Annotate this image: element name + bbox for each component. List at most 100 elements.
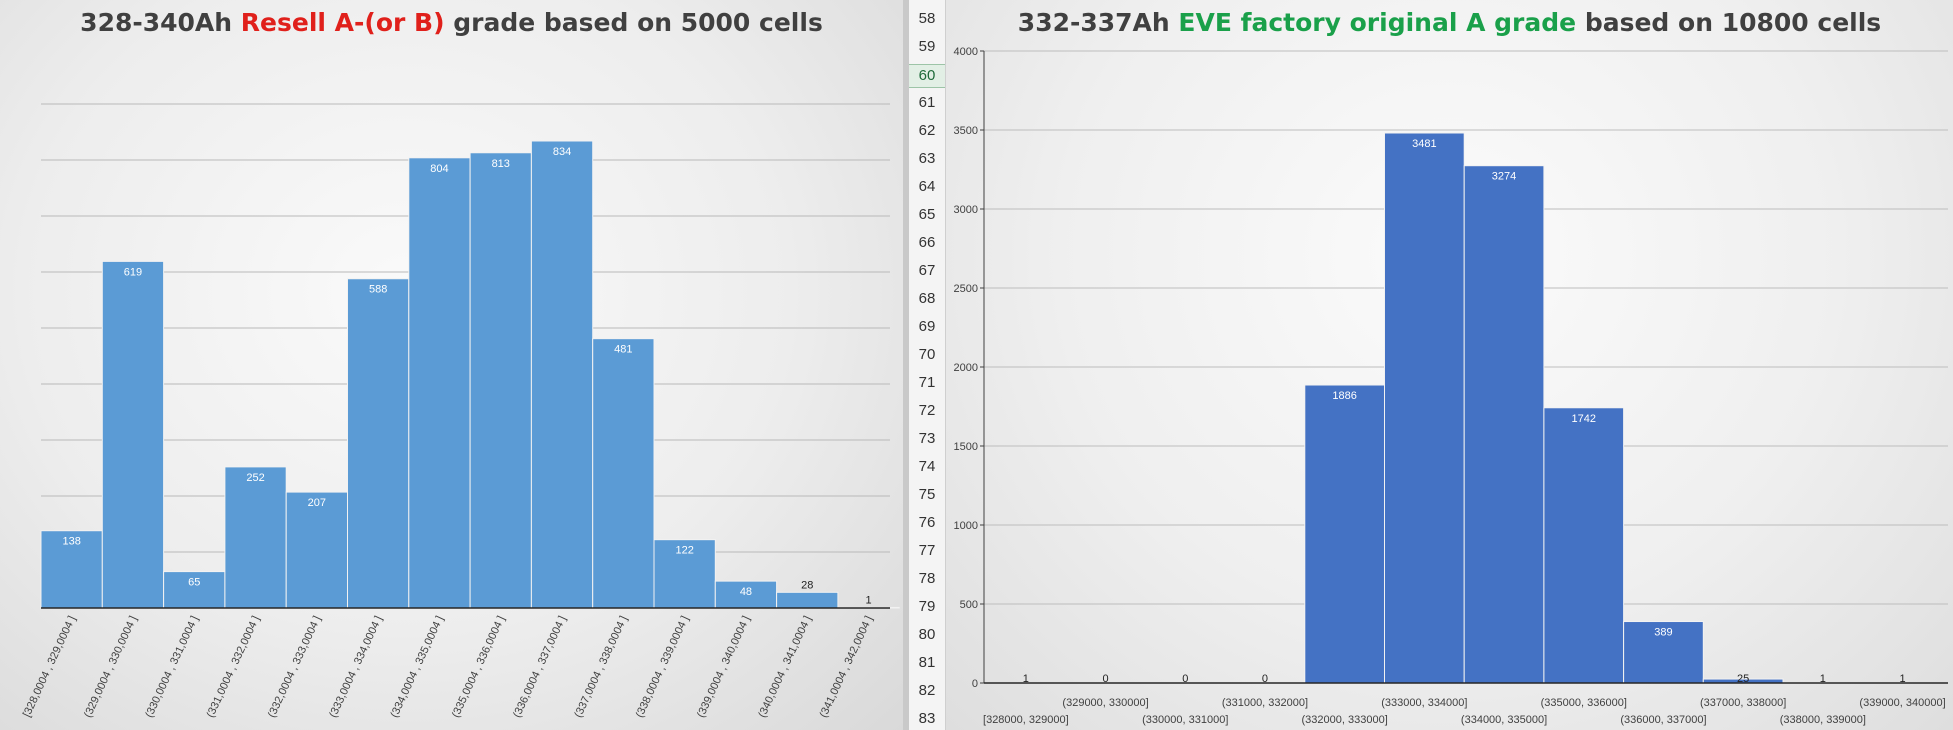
right-data-label: 1 <box>1820 673 1826 685</box>
left-category-label: (332,0004 , 333,0004 ] <box>266 614 324 719</box>
left-bar <box>469 152 532 609</box>
left-bar <box>653 539 716 609</box>
row-number[interactable]: 64 <box>918 178 936 195</box>
left-data-label: 804 <box>430 163 448 175</box>
right-bar <box>1623 621 1704 684</box>
left-bar <box>163 571 226 609</box>
row-number[interactable]: 77 <box>918 542 936 559</box>
left-data-label: 207 <box>308 497 326 509</box>
right-y-tick-label: 1000 <box>954 520 978 532</box>
left-data-label: 48 <box>740 586 752 598</box>
row-number[interactable]: 58 <box>918 10 936 27</box>
row-number[interactable]: 76 <box>918 514 936 531</box>
row-number[interactable]: 74 <box>918 458 936 475</box>
left-title-highlight: Resell A-(or B) <box>240 8 445 37</box>
right-y-tick-label: 2000 <box>954 362 978 374</box>
left-data-label: 1 <box>865 594 871 606</box>
left-category-label: (341,0004 , 342,0004 ] <box>818 614 876 719</box>
row-number[interactable]: 59 <box>918 38 936 55</box>
left-data-label: 619 <box>124 266 142 278</box>
left-data-label: 122 <box>675 545 693 557</box>
row-number[interactable]: 65 <box>918 206 936 223</box>
right-bar <box>1463 165 1545 684</box>
left-category-label: (339,0004 , 340,0004 ] <box>695 614 753 719</box>
pane-divider[interactable] <box>903 0 909 730</box>
right-bar <box>1543 407 1625 684</box>
row-number[interactable]: 82 <box>918 682 936 699</box>
row-number[interactable]: 72 <box>918 402 936 419</box>
right-data-label: 3481 <box>1412 138 1436 150</box>
left-bar <box>40 530 103 609</box>
right-category-label: (330000, 331000] <box>1142 714 1228 726</box>
right-category-label: (339000, 340000] <box>1859 697 1945 709</box>
row-number[interactable]: 67 <box>918 262 936 279</box>
row-number[interactable]: 80 <box>918 626 936 643</box>
right-chart-plot: 050010001500200025003000350040001[328000… <box>954 46 1948 726</box>
right-bar <box>1384 132 1465 684</box>
row-number[interactable]: 62 <box>918 122 936 139</box>
left-data-label: 588 <box>369 284 387 296</box>
left-chart-title: 328-340Ah Resell A-(or B) grade based on… <box>0 8 903 37</box>
right-y-tick-label: 2500 <box>954 283 978 295</box>
row-number[interactable]: 61 <box>918 94 936 111</box>
right-category-label: (337000, 338000] <box>1700 697 1786 709</box>
right-title-part3: based on 10800 cells <box>1576 8 1882 37</box>
right-data-label: 1742 <box>1572 413 1596 425</box>
row-number[interactable]: 73 <box>918 430 936 447</box>
left-category-label: (330,0004 , 331,0004 ] <box>143 614 201 719</box>
row-number[interactable]: 83 <box>918 710 936 727</box>
left-category-label: (331,0004 , 332,0004 ] <box>205 614 263 719</box>
left-category-label: (336,0004 , 337,0004 ] <box>511 614 569 719</box>
left-category-label: [328,0004 , 329,0004 ] <box>21 614 78 719</box>
right-category-label: [328000, 329000] <box>983 714 1069 726</box>
row-number[interactable]: 71 <box>918 374 936 391</box>
left-category-label: (338,0004 , 339,0004 ] <box>634 614 692 719</box>
row-number[interactable]: 63 <box>918 150 936 167</box>
left-bar <box>224 466 287 609</box>
row-number[interactable]: 60 <box>909 64 945 88</box>
row-number[interactable]: 69 <box>918 318 936 335</box>
left-data-label: 252 <box>246 472 264 484</box>
right-data-label: 0 <box>1182 673 1188 685</box>
left-bar <box>408 157 471 609</box>
right-category-label: (334000, 335000] <box>1461 714 1547 726</box>
right-data-label: 1 <box>1023 673 1029 685</box>
left-bar <box>714 580 778 609</box>
row-number[interactable]: 75 <box>918 486 936 503</box>
right-data-label: 3274 <box>1492 171 1516 183</box>
right-y-tick-label: 4000 <box>954 46 978 58</box>
right-chart-panel: 332-337Ah EVE factory original A grade b… <box>946 0 1953 730</box>
row-number[interactable]: 66 <box>918 234 936 251</box>
right-y-tick-label: 500 <box>960 599 978 611</box>
left-data-label: 138 <box>62 536 80 548</box>
left-data-label: 834 <box>553 146 571 158</box>
left-bar <box>347 278 410 609</box>
right-data-label: 1886 <box>1332 390 1356 402</box>
right-title-highlight: EVE factory original A grade <box>1178 8 1577 37</box>
right-data-label: 25 <box>1737 673 1749 685</box>
left-chart-plot: 138 [328,0004 , 329,0004 ] 619 (329,0004 , … <box>21 103 900 720</box>
left-bar <box>530 140 594 609</box>
left-data-label: 481 <box>614 344 632 356</box>
right-y-tick-label: 0 <box>972 678 978 690</box>
left-data-label: 65 <box>188 577 200 589</box>
row-number[interactable]: 81 <box>918 654 936 671</box>
left-title-part3: grade based on 5000 cells <box>444 8 823 37</box>
left-category-label: (340,0004 , 341,0004 ] <box>756 614 814 719</box>
right-y-tick-label: 3000 <box>954 204 978 216</box>
left-category-label: (329,0004 , 330,0004 ] <box>82 614 140 719</box>
left-bar <box>285 491 349 609</box>
left-chart-panel: 328-340Ah Resell A-(or B) grade based on… <box>0 0 903 730</box>
row-number[interactable]: 79 <box>918 598 936 615</box>
right-chart-title: 332-337Ah EVE factory original A grade b… <box>946 8 1953 37</box>
row-number[interactable]: 70 <box>918 346 936 363</box>
row-number[interactable]: 68 <box>918 290 936 307</box>
left-category-label: (335,0004 , 336,0004 ] <box>450 614 508 719</box>
row-number[interactable]: 78 <box>918 570 936 587</box>
left-category-label: (334,0004 , 335,0004 ] <box>389 614 447 719</box>
left-bar <box>776 591 839 609</box>
right-data-label: 0 <box>1102 673 1108 685</box>
right-category-label: (335000, 336000] <box>1541 697 1627 709</box>
left-bar <box>101 260 165 609</box>
right-category-label: (333000, 334000] <box>1381 697 1467 709</box>
